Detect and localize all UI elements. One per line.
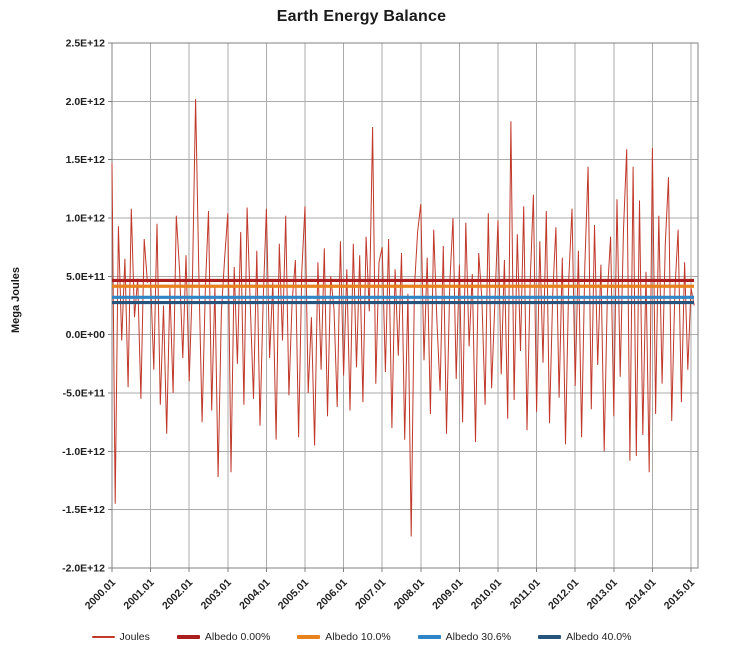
legend-line-swatch (176, 635, 200, 639)
legend-line-swatch (417, 635, 441, 639)
x-tick-label: 2012.01 (546, 577, 581, 612)
chart-title: Earth Energy Balance (276, 8, 447, 25)
legend-line-swatch (297, 635, 321, 639)
x-tick-label: 2004.01 (237, 577, 272, 612)
x-tick-label: 2015.01 (662, 577, 697, 612)
legend-item-albedo-30-6-: Albedo 30.6% (417, 631, 512, 643)
x-tick-label: 2011.01 (508, 577, 543, 612)
x-tick-label: 2006.01 (314, 577, 349, 612)
legend-item-albedo-40-0-: Albedo 40.0% (538, 631, 631, 643)
y-tick-label: 1.0E+12 (66, 213, 106, 225)
plot-border (111, 42, 699, 569)
x-tick-label: 2001.01 (121, 577, 156, 612)
legend-label: Albedo 10.0% (325, 631, 391, 643)
legend-item-joules: Joules (91, 631, 150, 643)
legend-label: Albedo 40.0% (566, 631, 632, 643)
x-tick-label: 2000.01 (83, 577, 118, 612)
legend-label: Albedo 0.00% (204, 631, 271, 643)
legend-label: Joules (119, 631, 150, 643)
legend-item-albedo-10-0-: Albedo 10.0% (297, 631, 391, 643)
y-tick-label: -5.0E+11 (63, 388, 105, 400)
x-tick-label: 2010.01 (469, 577, 504, 612)
x-tick-label: 2009.01 (430, 577, 465, 612)
y-tick-label: -1.0E+12 (62, 446, 105, 458)
legend-line-swatch (538, 635, 562, 639)
x-tick-label: 2008.01 (392, 577, 427, 612)
y-tick-label: -2.0E+12 (62, 563, 105, 575)
y-tick-label: 1.5E+12 (66, 154, 106, 166)
legend-label: Albedo 30.6% (445, 631, 512, 643)
y-tick-label: 0.0E+00 (66, 329, 106, 341)
x-tick-label: 2007.01 (353, 577, 388, 612)
x-tick-label: 2014.01 (623, 577, 658, 612)
x-tick-label: 2013.01 (585, 577, 620, 612)
x-tick-label: 2003.01 (199, 577, 234, 612)
y-tick-label: 2.0E+12 (66, 96, 106, 108)
y-tick-label: -1.5E+12 (62, 504, 105, 516)
legend: Joules Albedo 0.00% Albedo 10.0% Albedo 30.… (0, 627, 723, 647)
x-tick-label: 2002.01 (160, 577, 195, 612)
series-joules (111, 98, 695, 537)
legend-line-swatch (91, 636, 115, 638)
x-tick-label: 2005.01 (276, 577, 311, 612)
y-tick-label: 2.5E+12 (66, 38, 106, 50)
y-tick-label: 5.0E+11 (66, 271, 105, 283)
legend-item-albedo-0-00-: Albedo 0.00% (176, 631, 271, 643)
